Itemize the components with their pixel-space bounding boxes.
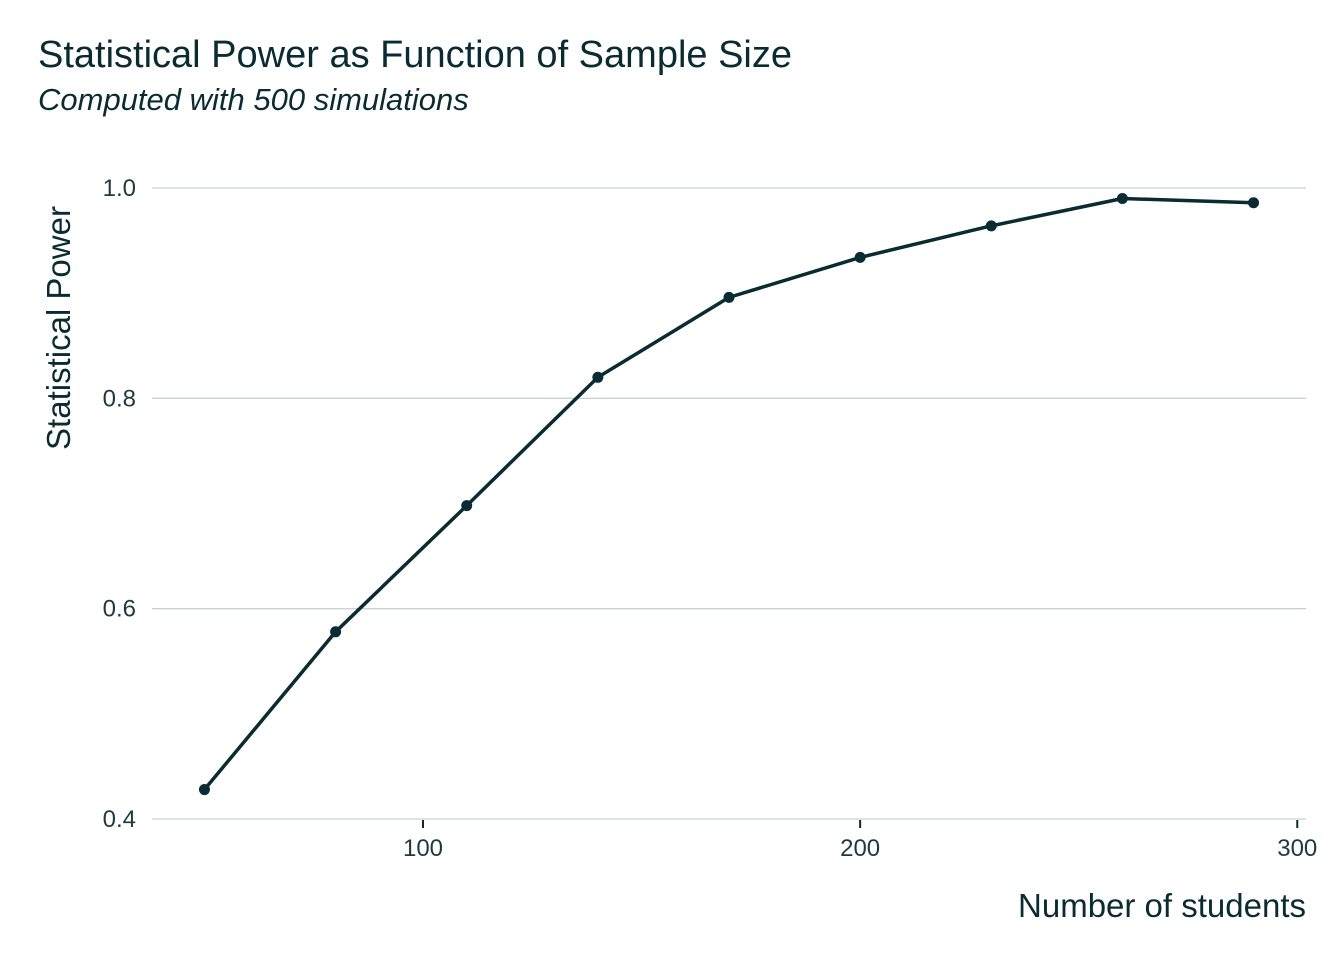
data-point	[1116, 193, 1128, 205]
data-point	[461, 500, 473, 512]
data-point	[1248, 197, 1260, 209]
axis-ticks: 0.4 0.6 0.8 1.0 100 200 300	[103, 175, 1318, 862]
chart-subtitle: Computed with 500 simulations	[38, 82, 469, 117]
y-tick-label: 0.4	[103, 806, 136, 833]
data-point	[330, 626, 342, 638]
x-axis-title: Number of students	[1018, 887, 1306, 924]
data-point	[198, 784, 210, 796]
data-point	[854, 251, 866, 263]
y-tick-label: 0.6	[103, 596, 136, 623]
data-point	[723, 291, 735, 303]
y-tick-label: 1.0	[103, 175, 136, 202]
y-axis-title: Statistical Power	[40, 206, 77, 450]
x-tick-label: 100	[403, 835, 443, 862]
y-tick-label: 0.8	[103, 385, 136, 412]
x-tick-label: 300	[1277, 835, 1317, 862]
gridlines	[152, 187, 1306, 820]
power-series-line	[203, 196, 1254, 791]
chart-title: Statistical Power as Function of Sample …	[38, 34, 793, 76]
series-layer	[198, 193, 1260, 796]
x-tick-label: 200	[840, 835, 880, 862]
data-point	[592, 371, 604, 383]
data-point	[985, 220, 997, 232]
